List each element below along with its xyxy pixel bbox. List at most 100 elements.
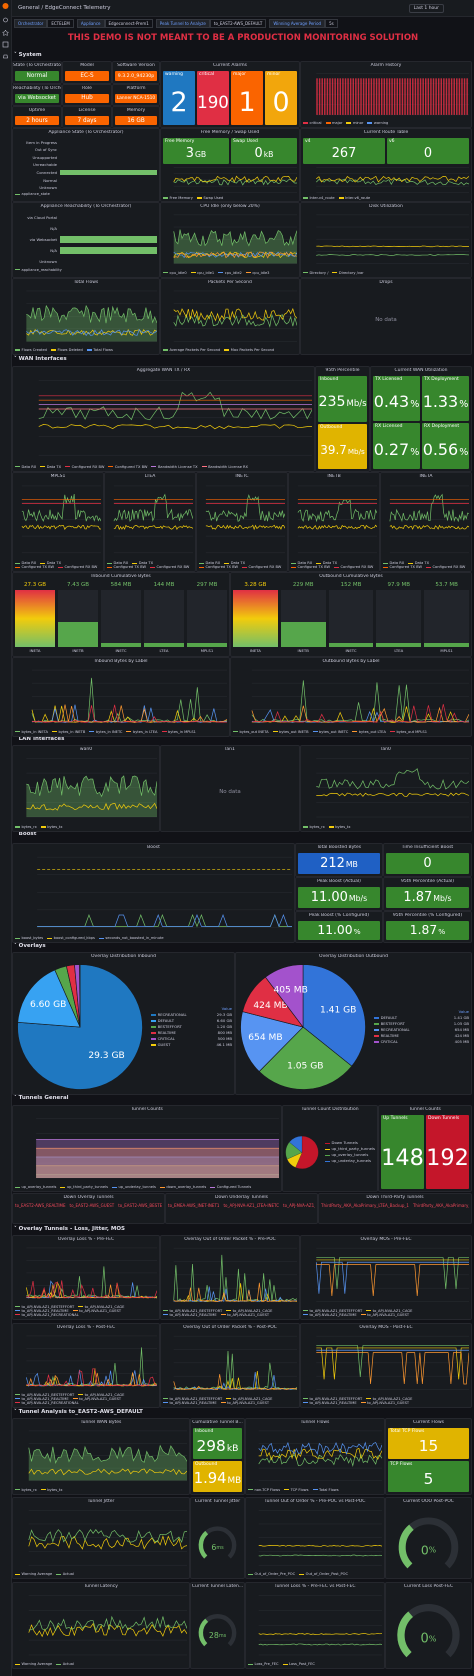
pie-legend-row[interactable]: RECREATIONAL 29.3 GB (151, 1012, 232, 1017)
panel-title[interactable]: Outbound Bytes by Label (322, 659, 380, 665)
legend-item[interactable]: to_APJ-NVA-AZ1_BESTEFFORT (303, 1397, 362, 1401)
pie-legend-row[interactable]: up_third_party_tunnels (325, 1146, 375, 1151)
legend-item[interactable]: to_APJ-NVA-AZ1_REALTIME (303, 1401, 357, 1405)
legend-item[interactable]: Configured RX BW (150, 565, 189, 569)
legend-item[interactable]: bytes_tx (328, 825, 350, 829)
panel-title[interactable]: Appliance Reachability (To Orchestrator) (40, 204, 132, 210)
legend-item[interactable]: to_APJ-NVA-AZ1_GUEST (360, 1401, 409, 1405)
breadcrumb[interactable]: General / EdgeConnect Telemetry (18, 5, 111, 11)
panel-title[interactable]: Peak Boost (Actual) (317, 878, 361, 884)
legend-item[interactable]: to_APJ-NVA-AZ1_CAGE (226, 1397, 272, 1401)
legend-item[interactable]: bytes_rx (15, 1488, 37, 1492)
panel-title[interactable]: Reachability (To Orchestrator) (13, 85, 61, 91)
panel-title[interactable]: Overlay MOS - Pre-FEC (360, 1236, 412, 1242)
legend-item[interactable]: to_APJ-NVA-AZ1_CAGE (366, 1397, 412, 1401)
legend-item[interactable]: up_third_party_tunnels (60, 1185, 108, 1189)
legend-item[interactable]: cpu_idle2 (218, 271, 242, 275)
legend-item[interactable]: Data TX (132, 561, 153, 565)
legend-item[interactable]: bytes_tx (40, 825, 62, 829)
legend-item[interactable]: appliance_state (15, 192, 50, 196)
panel-title[interactable]: 95th Percentile (Actual) (400, 878, 454, 884)
panel-title[interactable]: Disk Utilization (369, 204, 403, 210)
panel-title[interactable]: Model (80, 63, 94, 69)
legend-item[interactable]: Actual (56, 1662, 74, 1666)
legend-item[interactable]: Loss_Pre_FEC (248, 1662, 279, 1666)
legend-item[interactable]: bytes_in INETB (52, 730, 85, 734)
legend-item[interactable]: Configured RX BW (334, 565, 373, 569)
legend-item[interactable]: Bandwidth License TX (151, 465, 198, 469)
legend-item[interactable]: Data TX (408, 561, 429, 565)
legend-item[interactable]: Configured RX BW (65, 465, 104, 469)
pie-legend-row[interactable]: CRITICAL 500 MB (151, 1036, 232, 1041)
panel-title[interactable]: Tunnel Count Distribution (301, 1106, 359, 1112)
legend-item[interactable]: bytes_out INETA (233, 730, 269, 734)
legend-item[interactable]: to_APJ-NVA-AZ1_REALTIME (15, 1397, 69, 1401)
legend-item[interactable]: to_APJ-NVA-AZ1_GUEST (220, 1401, 269, 1405)
legend-item[interactable]: bytes_in MPLS1 (161, 730, 196, 734)
panel-title[interactable]: Total Flows (73, 279, 99, 285)
legend-item[interactable]: Configured TX BW (199, 565, 238, 569)
legend-item[interactable]: Data RX (199, 561, 220, 565)
legend-item[interactable]: Out_of_Order_Pre_POC (248, 1572, 295, 1576)
panel-title[interactable]: Packets Per Second (208, 279, 252, 285)
legend-item[interactable]: Warning Average (15, 1572, 52, 1576)
legend-item[interactable]: to_APJ-NVA-AZ1_CAGE (226, 1309, 272, 1313)
legend-item[interactable]: Data TX (40, 561, 61, 565)
legend-item[interactable]: Data TX (224, 561, 245, 565)
panel-title[interactable]: Down Underlay Tunnels (215, 1194, 268, 1200)
legend-item[interactable]: Configured TX BW (383, 565, 422, 569)
panel-title[interactable]: Appliance State (To Orchestrator) (48, 130, 124, 136)
legend-item[interactable]: major (325, 121, 342, 125)
alert-icon[interactable] (3, 54, 8, 59)
legend-item[interactable]: Data RX (291, 561, 312, 565)
panel-title[interactable]: State (To Orchestrator) (13, 63, 61, 69)
pie-legend-row[interactable]: Down Tunnels (325, 1140, 375, 1145)
panel-title[interactable]: Overlay MOS - Post-FEC (359, 1324, 413, 1330)
panel-title[interactable]: Inbound Cumulative Bytes (91, 574, 151, 580)
legend-item[interactable]: to_APJ-NVA-AZ1_RECREATIONAL (15, 1313, 79, 1317)
legend-item[interactable]: to_APJ-NVA-AZ1_CAGE (78, 1393, 124, 1397)
legend-item[interactable]: Data RX (15, 561, 36, 565)
star-icon[interactable] (1, 29, 10, 36)
legend-item[interactable]: Loss_Post_FEC (282, 1662, 315, 1666)
legend-item[interactable]: to_APJ-NVA-AZ1_BESTEFFORT (163, 1397, 222, 1401)
pie-legend-row[interactable]: CRITICAL 405 MB (374, 1039, 469, 1044)
panel-title[interactable]: Current Flows (413, 1420, 444, 1426)
pie-legend-row[interactable]: up_overlay_tunnels (325, 1152, 375, 1157)
legend-item[interactable]: Actual (56, 1572, 74, 1576)
legend-item[interactable]: Data RX (15, 465, 36, 469)
legend-item[interactable]: bytes_in INETA (15, 730, 48, 734)
panel-title[interactable]: Tunnel Loss % - Pre-FEC vs Post-FEC (274, 1583, 356, 1589)
panel-title[interactable]: Tunnel Out of Order % - Pre-POC vs Post-… (264, 1498, 366, 1504)
panel-title[interactable]: Overlay Out of Order Packet % - Post-POC (183, 1324, 277, 1330)
panel-title[interactable]: Overlay Distribution Inbound (91, 953, 156, 959)
legend-item[interactable]: bytes_out INETC (312, 730, 348, 734)
panel-title[interactable]: License (78, 108, 96, 113)
legend-item[interactable]: Configured Tunnels (210, 1185, 251, 1189)
legend-item[interactable]: Inter-v6_route (338, 196, 370, 200)
panel-title[interactable]: Current Tunnel Laten... (191, 1583, 244, 1589)
time-picker[interactable]: Last 1 hour (408, 4, 444, 13)
legend-item[interactable]: bytes_out INETB (272, 730, 309, 734)
legend-item[interactable]: Configured TX BW (108, 465, 147, 469)
panel-title[interactable]: Role (82, 85, 92, 91)
legend-item[interactable]: to_APJ-NVA-AZ1_REALTIME (163, 1313, 217, 1317)
legend-item[interactable]: to_APJ-NVA-AZ1_BESTEFFORT (163, 1309, 222, 1313)
legend-item[interactable]: non-TCP Flows (248, 1488, 280, 1492)
pie-legend-row[interactable]: REALTIME 800 MB (151, 1030, 232, 1035)
section-header[interactable]: ˅ LAN Interfaces (14, 736, 64, 742)
legend-item[interactable]: warning (367, 121, 388, 125)
section-header[interactable]: ˅ Overlay Tunnels - Loss, Jitter, MOS (14, 1226, 125, 1232)
legend-item[interactable]: to_APJ-NVA-AZ1_BESTEFFORT (15, 1393, 74, 1397)
panel-title[interactable]: Cumulative Tunnel B... (192, 1420, 243, 1426)
panel-title[interactable]: INETB (327, 473, 341, 479)
legend-item[interactable]: up_overlay_tunnels (15, 1185, 56, 1189)
legend-item[interactable]: Directory / (303, 271, 328, 275)
section-header[interactable]: ˅ Tunnels General (14, 1095, 69, 1101)
variable-value[interactable]: Edgeconnect-Prem1 (104, 19, 153, 28)
legend-item[interactable]: to_APJ-NVA-AZ1_GUEST (220, 1313, 269, 1317)
legend-item[interactable]: to_APJ-NVA-AZ1_CAGE (366, 1309, 412, 1313)
legend-item[interactable]: Swap Used (196, 196, 223, 200)
search-icon[interactable] (3, 17, 8, 23)
panel-title[interactable]: Inbound Bytes by Label (94, 659, 148, 665)
